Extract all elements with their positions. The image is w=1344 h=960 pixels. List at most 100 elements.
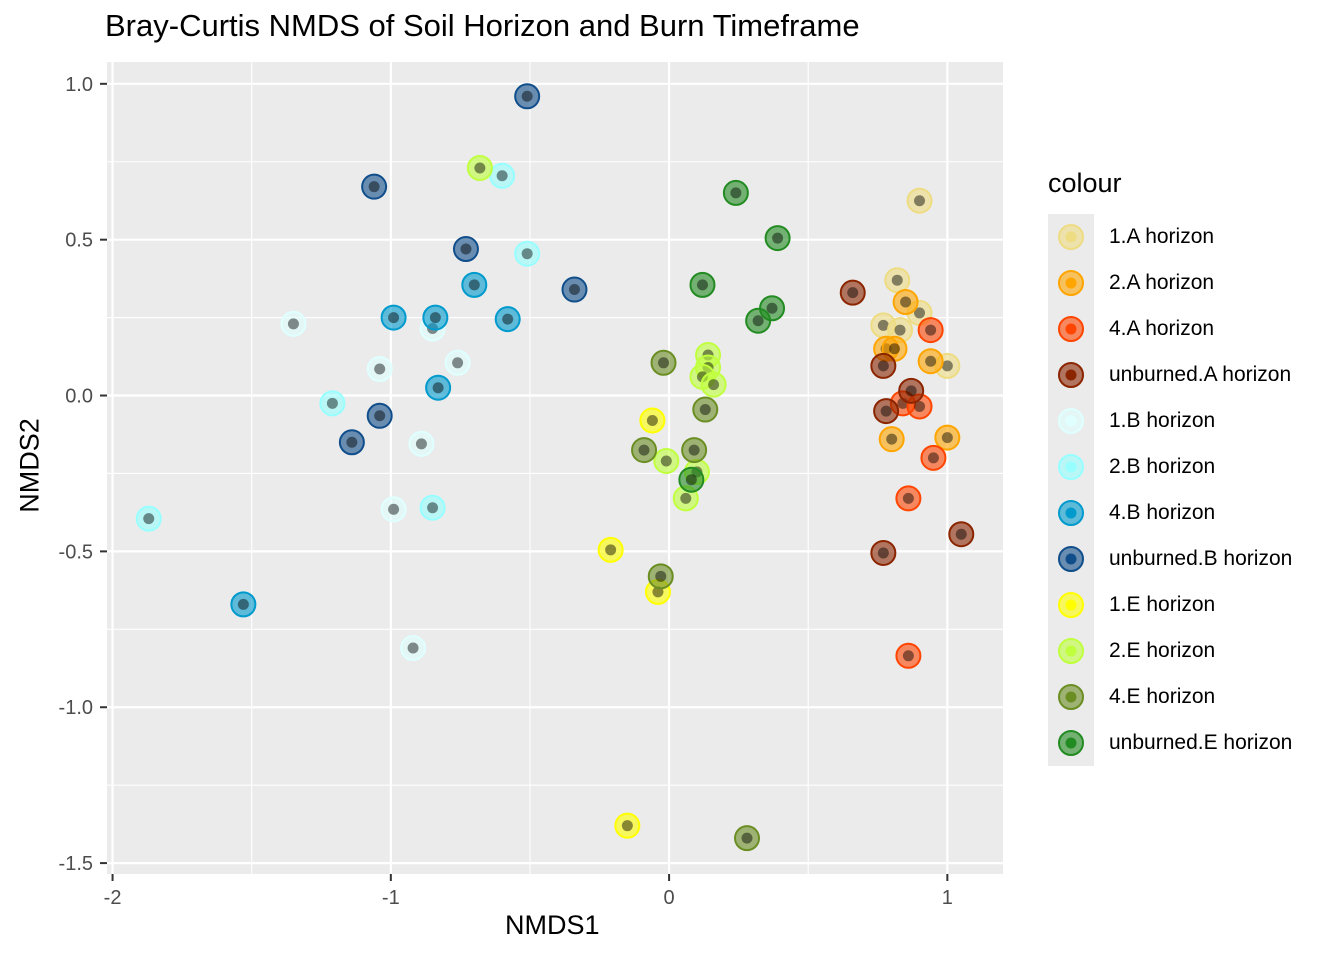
data-point: [597, 536, 624, 563]
data-point: [425, 374, 452, 401]
point-halo: [280, 310, 307, 337]
data-point: [400, 635, 427, 662]
data-point: [892, 289, 919, 316]
point-halo: [700, 371, 727, 398]
data-point: [461, 271, 488, 298]
data-point: [948, 521, 975, 548]
point-halo: [692, 396, 719, 423]
legend: 1.A horizon 2.A horizon 4.A horizon unburne…: [1048, 214, 1294, 766]
point-halo: [639, 407, 666, 434]
legend-key: [1048, 352, 1094, 398]
point-center: [468, 279, 480, 291]
point-center: [696, 279, 708, 291]
point-halo: [631, 437, 658, 464]
y-axis-label: NMDS2: [14, 418, 45, 513]
legend-key: [1048, 398, 1094, 444]
point-center: [237, 598, 249, 610]
legend-key: [1048, 720, 1094, 766]
legend-item: 2.B horizon: [1048, 444, 1294, 490]
point-center: [521, 90, 533, 102]
data-point: [366, 402, 393, 429]
legend-item: 4.A horizon: [1048, 306, 1294, 352]
point-center: [914, 400, 926, 412]
point-center: [877, 319, 889, 331]
point-center: [429, 312, 441, 324]
point-halo: [400, 635, 427, 662]
legend-label: 2.E horizon: [1109, 639, 1216, 662]
data-point: [839, 279, 866, 306]
point-center: [474, 162, 486, 174]
point-center: [432, 382, 444, 394]
point-center: [914, 195, 926, 207]
point-center: [502, 313, 514, 325]
x-axis-label: NMDS1: [505, 910, 600, 940]
y-tick-label: 0.0: [65, 386, 93, 408]
data-point: [878, 426, 905, 453]
point-center: [368, 181, 380, 193]
legend-item: unburned.E horizon: [1048, 720, 1294, 766]
point-center: [925, 355, 937, 367]
point-halo: [230, 591, 257, 618]
legend-label: 1.B horizon: [1109, 409, 1216, 432]
data-point: [722, 179, 749, 206]
legend-item: 1.A horizon: [1048, 214, 1294, 260]
point-halo: [745, 307, 772, 334]
x-tick-label: 1: [942, 887, 953, 909]
data-point: [678, 466, 705, 493]
point-halo: [380, 304, 407, 331]
legend-label: 1.E horizon: [1109, 593, 1216, 616]
x-tick-label: -1: [382, 887, 400, 909]
legend-label: unburned.A horizon: [1109, 363, 1292, 386]
point-center: [886, 433, 898, 445]
point-center: [655, 570, 667, 582]
point-halo: [647, 563, 674, 590]
data-point: [489, 162, 516, 189]
point-center: [730, 187, 742, 199]
data-point: [230, 591, 257, 618]
point-halo: [361, 173, 388, 200]
y-tick-label: -1.5: [59, 853, 93, 875]
legend-label: 4.A horizon: [1109, 317, 1215, 340]
point-center: [521, 248, 533, 260]
point-halo: [514, 240, 541, 267]
point-center: [388, 312, 400, 324]
point-center: [346, 436, 358, 448]
legend-key: [1048, 490, 1094, 536]
legend-key: [1048, 674, 1094, 720]
point-halo: [425, 374, 452, 401]
chart-title: Bray-Curtis NMDS of Soil Horizon and Bur…: [105, 8, 860, 43]
point-halo: [870, 352, 897, 379]
point-halo: [681, 437, 708, 464]
data-point: [917, 317, 944, 344]
data-point: [514, 240, 541, 267]
point-halo: [678, 466, 705, 493]
data-point: [906, 187, 933, 214]
data-point: [380, 496, 407, 523]
point-halo: [920, 444, 947, 471]
y-tick-label: 1.0: [65, 74, 93, 96]
point-center: [143, 513, 155, 525]
data-point: [408, 430, 435, 457]
y-tick-label: -0.5: [59, 541, 93, 563]
data-point: [898, 377, 925, 404]
point-halo: [380, 496, 407, 523]
point-halo: [895, 485, 922, 512]
point-halo: [689, 271, 716, 298]
point-center: [326, 397, 338, 409]
data-point: [280, 310, 307, 337]
point-halo: [934, 424, 961, 451]
data-point: [494, 306, 521, 333]
point-center: [660, 455, 672, 467]
legend-key: [1048, 260, 1094, 306]
point-center: [621, 820, 633, 832]
data-points: [135, 83, 975, 852]
data-point: [917, 348, 944, 375]
point-center: [374, 363, 386, 375]
point-halo: [452, 236, 479, 263]
legend-key: [1048, 444, 1094, 490]
legend-key: [1048, 214, 1094, 260]
point-halo: [597, 536, 624, 563]
point-halo: [444, 349, 471, 376]
legend-label: 4.E horizon: [1109, 685, 1216, 708]
point-center: [877, 360, 889, 372]
